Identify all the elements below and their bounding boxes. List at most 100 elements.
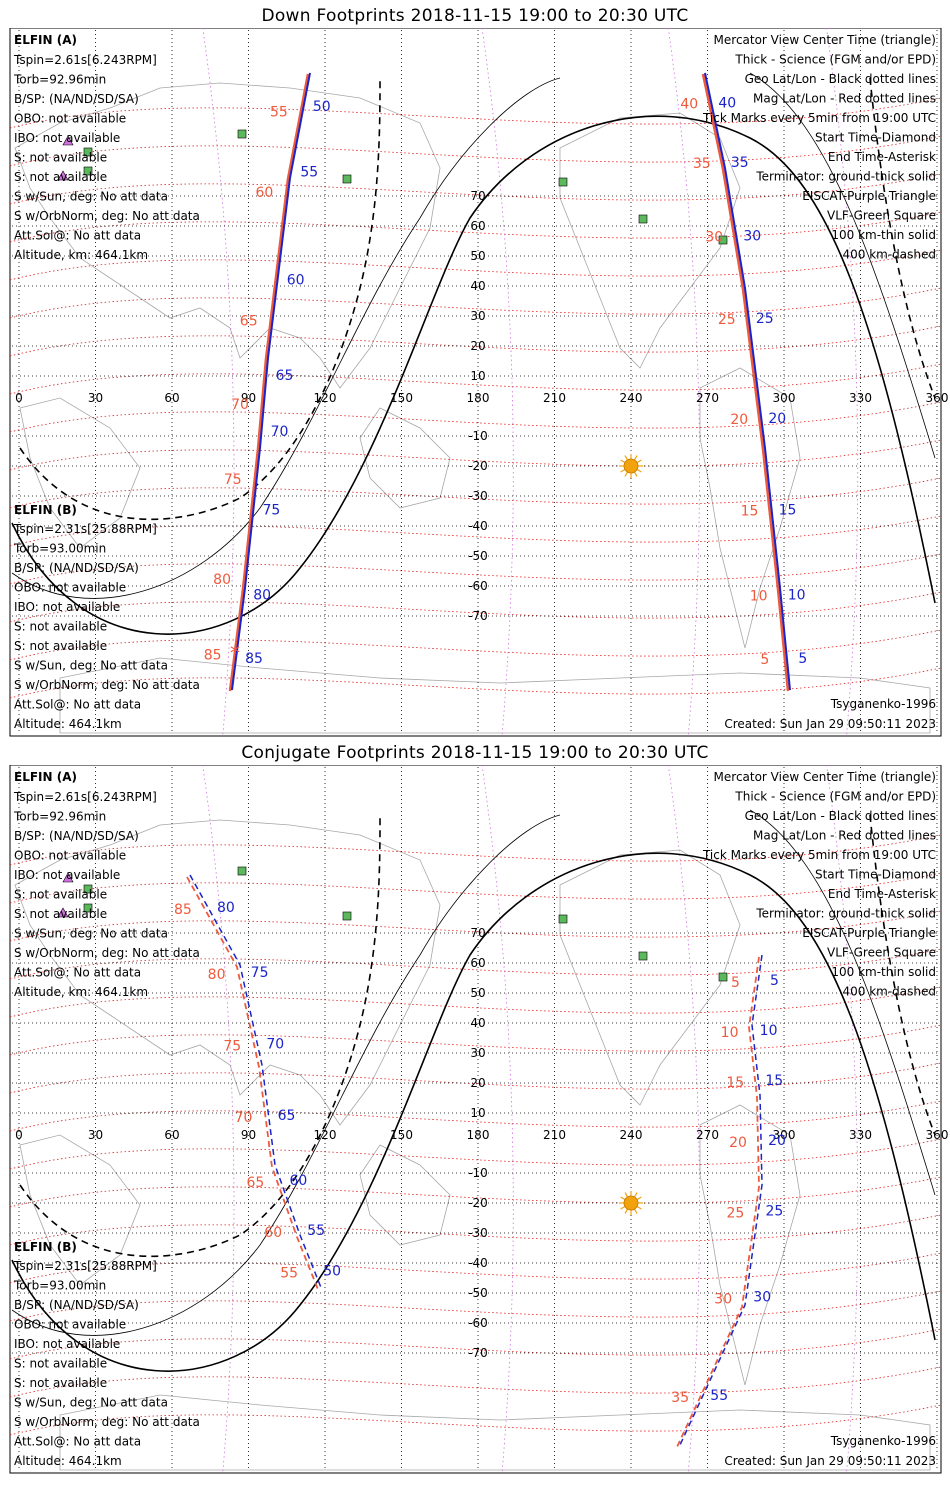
legend-line: Start Time-Diamond <box>815 868 936 882</box>
elfin-a-info-line: S w/OrbNorm, deg: No att data <box>14 946 200 960</box>
model-label: Tsyganenko-1996 <box>830 697 936 711</box>
lon-tick-label: 270 <box>696 1128 719 1142</box>
terminator-400km-curve-east <box>869 814 936 1136</box>
legend-line: End Time-Asterisk <box>828 887 936 901</box>
geographic-grid <box>12 767 939 1471</box>
lat-tick-label: 30 <box>470 1046 485 1060</box>
elfin-b-info-line: S w/Sun, deg: No att data <box>14 1396 168 1410</box>
coastlines <box>14 82 931 734</box>
elfin-a-info-line: Att.Sol@: No att data <box>14 229 141 243</box>
lat-tick-label: -30 <box>468 489 488 503</box>
lon-tick-label: 300 <box>773 1128 796 1142</box>
elfin-b-info-line: S: not available <box>14 620 107 634</box>
legend-line: 400 km-dashed <box>842 985 936 999</box>
sun-disc <box>623 1195 639 1211</box>
lon-tick-label: 240 <box>620 391 643 405</box>
lon-tick-label: 360 <box>926 1128 949 1142</box>
sun-ray <box>624 471 629 477</box>
elfin-a-name: ELFIN (A) <box>14 33 77 47</box>
lat-tick-label: -40 <box>468 519 488 533</box>
legend-line: Thick - Science (FGM and/or EPD) <box>734 53 936 67</box>
eiscat-triangle-marker <box>57 170 69 181</box>
elfin-a-tick-label: 60 <box>289 1173 307 1189</box>
mag-lat-line <box>9 667 942 699</box>
legend-line: 100 km-thin solid <box>831 965 936 979</box>
elfin-a-info-line: S: not available <box>14 151 107 165</box>
elfin-a-tick-label: 25 <box>765 1204 783 1220</box>
lat-tick-label: -10 <box>468 1166 488 1180</box>
elfin-a-tick-label: 60 <box>287 272 305 288</box>
lat-tick-label: -30 <box>468 1226 488 1240</box>
map-frame <box>9 765 942 1474</box>
lon-tick-label: 150 <box>390 1128 413 1142</box>
elfin-a-tick-label: 65 <box>278 1108 296 1124</box>
elfin-b-tick-label: 80 <box>213 572 231 588</box>
elfin-a-info-line: Tspin=2.61s[6.243RPM] <box>13 790 157 804</box>
elfin-b-tick-label: 60 <box>256 185 274 201</box>
sun-icon <box>619 454 643 478</box>
elfin-b-tick-label: 65 <box>240 313 258 329</box>
elfin-b-tick-label: 20 <box>730 412 748 428</box>
elfin-a-tick-label: 50 <box>313 99 331 115</box>
down-footprint-map: 0 30 60 90 120 150 180 210 240 270 300 330 360706050… <box>9 28 948 737</box>
elfin-b-info-line: S w/OrbNorm, deg: No att data <box>14 1415 200 1429</box>
geographic-grid <box>12 30 939 734</box>
sun-ray <box>620 1205 626 1210</box>
coastline-5 <box>19 1134 141 1286</box>
sun-ray <box>620 468 626 473</box>
mag-lat-line <box>9 1366 942 1398</box>
sun-ray <box>636 1205 642 1210</box>
lon-tick-label: 210 <box>543 1128 566 1142</box>
elfin-a-info-line: S w/Sun, deg: No att data <box>14 927 168 941</box>
elfin-b-info-line: B/SP: (NA/ND/SD/SA) <box>14 561 139 575</box>
coastline-5 <box>19 397 141 549</box>
elfin-b-name: ELFIN (B) <box>14 503 77 517</box>
lat-tick-label: 20 <box>470 339 485 353</box>
mag-lat-line <box>9 1328 942 1360</box>
mag-lat-line <box>9 872 942 904</box>
elfin-b-info-line: Torb=93.00min <box>13 1279 106 1293</box>
lon-tick-label: 300 <box>773 391 796 405</box>
coastline-0 <box>14 819 441 1126</box>
lat-tick-label: -70 <box>468 609 488 623</box>
terminator-100km-curve-east <box>749 72 936 459</box>
lon-tick-label: 0 <box>15 391 23 405</box>
elfin-b-info-line: B/SP: (NA/ND/SD/SA) <box>14 1298 139 1312</box>
mag-lat-line <box>9 97 942 129</box>
lon-tick-label: 60 <box>164 391 179 405</box>
sun-ray <box>633 1208 638 1214</box>
elfin-b-info-line: S w/Sun, deg: No att data <box>14 659 168 673</box>
lon-tick-label: 90 <box>241 1128 256 1142</box>
mag-lat-line <box>9 135 942 167</box>
elfin-a-info-line: Torb=92.96min <box>13 810 106 824</box>
elfin-b-info-line: IBO: not available <box>14 600 120 614</box>
lat-tick-label: -40 <box>468 1256 488 1270</box>
conjugate-footprint-map: 0 30 60 90 120 150 180 210 240 270 300 330 360706050… <box>9 765 949 1474</box>
sun-ray <box>633 1192 638 1198</box>
vlf-station-marker <box>237 866 247 876</box>
elfin-a-tick-label: 50 <box>323 1263 341 1279</box>
elfin-b-tick-label: 30 <box>714 1291 732 1307</box>
elfin-a-tick-label: 30 <box>753 1289 771 1305</box>
elfin-a-tick-label: 10 <box>788 587 806 603</box>
coastline-2 <box>559 112 741 369</box>
terminator-ground-curve <box>11 852 936 1372</box>
legend-line: 100 km-thin solid <box>831 228 936 242</box>
terminator <box>11 809 936 1372</box>
vlf-station-marker <box>83 147 93 157</box>
mag-lat-line <box>9 477 942 509</box>
legend-line: End Time-Asterisk <box>828 150 936 164</box>
elfin-b-tick-label: 40 <box>680 97 698 113</box>
eiscat-triangle-marker <box>62 135 74 146</box>
elfin-a-tick-label: 5 <box>770 973 779 989</box>
elfin-a-info-line: S w/OrbNorm, deg: No att data <box>14 209 200 223</box>
elfin-a-tick-label: 65 <box>276 368 294 384</box>
magnetic-grid <box>9 834 942 1436</box>
elfin-b-info-line: Att.Sol@: No att data <box>14 1435 141 1449</box>
lat-tick-label: 60 <box>470 219 485 233</box>
elfin-b-info-line: OBO: not available <box>14 581 126 595</box>
terminator-ground-curve <box>11 115 936 635</box>
elfin-a-info-line: B/SP: (NA/ND/SD/SA) <box>14 92 139 106</box>
mag-lat-line <box>9 1024 942 1056</box>
lat-tick-label: 10 <box>470 1106 485 1120</box>
